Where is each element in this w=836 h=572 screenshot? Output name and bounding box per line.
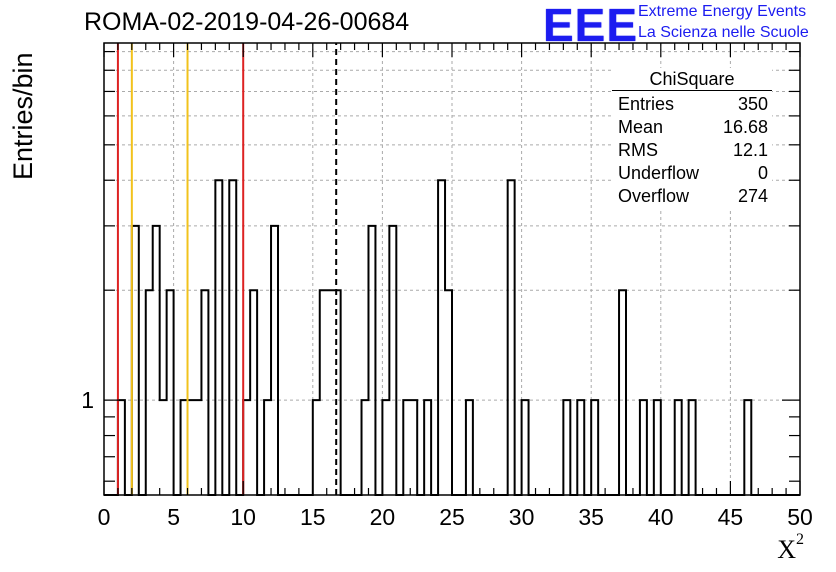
y-axis-label: Entries/bin: [8, 52, 38, 180]
stats-separator: [612, 90, 772, 91]
stat-value: 0: [757, 163, 768, 183]
stats-row-rms: RMS 12.1: [612, 139, 772, 162]
histogram-bin: [410, 400, 417, 495]
stat-value: 16.68: [722, 117, 768, 137]
histogram-bin: [438, 180, 445, 495]
histogram-bin: [243, 400, 250, 495]
histogram-bin: [271, 226, 278, 495]
x-tick-label: 0: [98, 504, 111, 530]
histogram-bin: [201, 290, 208, 495]
histogram-bin: [389, 226, 396, 495]
histogram-bin: [320, 290, 327, 495]
stat-value: 274: [737, 186, 768, 206]
histogram-bin: [522, 400, 529, 495]
histogram-bin: [264, 400, 271, 495]
histogram-bin: [654, 400, 661, 495]
histogram-bin: [181, 400, 188, 495]
x-axis-label-sup: 2: [796, 531, 804, 549]
x-tick-label: 45: [718, 504, 744, 530]
eee-logo: EEE Extreme Energy Events La Scienza nel…: [543, 0, 833, 51]
vertical-lines-layer: [116, 43, 338, 495]
stat-label: RMS: [618, 140, 658, 160]
axes-layer: 0 5 10 15 20 25 30 35 40 45 50 1: [81, 42, 813, 530]
histogram-bin: [508, 180, 515, 495]
stat-label: Mean: [618, 117, 664, 137]
histogram-bin: [146, 290, 153, 495]
histogram-bin: [640, 400, 647, 495]
x-tick-label: 20: [370, 504, 396, 530]
histogram-bin: [167, 290, 174, 495]
stat-label: Underflow: [618, 163, 700, 183]
stats-row-underflow: Underflow 0: [612, 162, 772, 185]
stat-label: Overflow: [618, 186, 690, 206]
histogram-bin: [160, 400, 167, 495]
stat-value: 350: [737, 94, 768, 114]
histogram-bin: [362, 400, 369, 495]
histogram-bin: [215, 180, 222, 495]
stat-value: 12.1: [732, 140, 768, 160]
x-axis-label-base: X: [777, 535, 796, 564]
histogram-bin: [403, 400, 410, 495]
stat-label: Entries: [618, 94, 675, 114]
histogram-bin: [194, 400, 201, 495]
x-tick-label: 5: [167, 504, 180, 530]
histogram-bin: [466, 400, 473, 495]
stats-row-overflow: Overflow 274: [612, 185, 772, 208]
histogram-bin: [424, 400, 431, 495]
histogram-bin: [619, 290, 626, 495]
x-axis-label: X2: [777, 531, 804, 565]
histogram-bin: [132, 226, 139, 495]
histogram-bin: [675, 400, 682, 495]
stats-box: ChiSquare Entries 350 Mean 16.68 RMS 12.…: [612, 68, 772, 210]
x-tick-label: 40: [648, 504, 674, 530]
histogram-bin: [577, 400, 584, 495]
histogram-bin: [313, 400, 320, 495]
histogram-bin: [327, 290, 334, 495]
histogram-bin: [118, 400, 125, 495]
x-tick-label: 30: [509, 504, 535, 530]
logo-line-1: Extreme Energy Events: [638, 3, 807, 20]
histogram-bin: [250, 290, 257, 495]
run-title: ROMA-02-2019-04-26-00684: [84, 8, 410, 36]
y-tick-label: 1: [81, 387, 94, 413]
histogram-bin: [188, 400, 195, 495]
x-tick-label: 10: [230, 504, 256, 530]
histogram-layer: [104, 179, 800, 496]
histogram-bin: [563, 400, 570, 495]
histogram-bin: [744, 400, 751, 495]
logo-line-2: La Scienza nelle Scuole: [638, 24, 809, 41]
histogram-bin: [153, 226, 160, 495]
x-tick-label: 25: [439, 504, 465, 530]
histogram-bin: [368, 226, 375, 495]
x-tick-label: 35: [578, 504, 604, 530]
stats-row-mean: Mean 16.68: [612, 116, 772, 139]
histogram-bin: [445, 290, 452, 495]
histogram-bin: [591, 400, 598, 495]
histogram-bin: [689, 400, 696, 495]
histogram-bin: [229, 180, 236, 495]
stats-title: ChiSquare: [649, 69, 735, 89]
eee-logo-mark: EEE: [543, 0, 639, 51]
stats-row-entries: Entries 350: [612, 93, 772, 116]
histogram-bin: [382, 400, 389, 495]
x-tick-label: 15: [300, 504, 326, 530]
x-tick-label: 50: [787, 504, 813, 530]
